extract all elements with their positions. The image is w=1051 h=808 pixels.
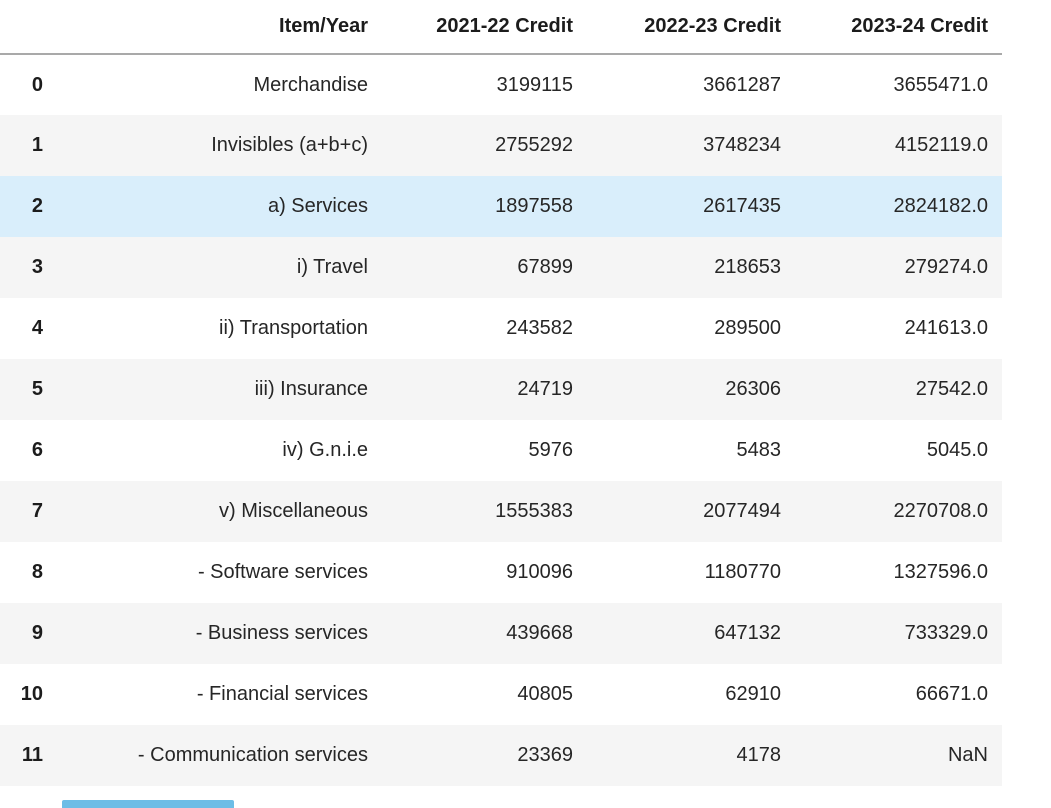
value-cell: 2077494 — [703, 500, 781, 522]
value-cell: 243582 — [506, 317, 573, 339]
table-row: 8 - Software services 910096 1180770 1327596… — [0, 542, 1002, 603]
value-cell: 5976 — [528, 439, 574, 461]
table-row: 10 - Financial services 40805 62910 66671.0 — [0, 664, 1002, 725]
table-row: 11 - Communication services 23369 4178 NaN — [0, 725, 1002, 786]
item-cell: - Software services — [197, 561, 368, 583]
value-cell: 2755292 — [495, 134, 573, 156]
value-cell: 5483 — [736, 439, 782, 461]
value-cell: 3199115 — [496, 73, 573, 96]
value-cell: 67899 — [517, 256, 573, 278]
table-row: 6 iv) G.n.i.e 5976 5483 5045.0 — [0, 420, 1002, 481]
value-cell: 910096 — [506, 561, 573, 583]
table-row: 7 v) Miscellaneous 1555383 2077494 2270708.0 — [0, 481, 1002, 542]
value-cell: 647132 — [714, 622, 781, 644]
table-row: 4 ii) Transportation 243582 289500 241613.0 — [0, 298, 1002, 359]
value-cell: 3748234 — [703, 134, 781, 156]
value-cell: 2270708.0 — [893, 500, 988, 522]
value-cell: 2617435 — [703, 195, 781, 217]
value-cell: 40805 — [517, 683, 573, 705]
row-index-cell: 10 — [20, 683, 43, 705]
value-cell: 1555383 — [495, 500, 573, 522]
item-cell: - Business services — [195, 622, 368, 644]
item-cell: v) Miscellaneous — [219, 500, 368, 522]
table-row: 9 - Business services 439668 647132 733329.0 — [0, 603, 1002, 664]
value-cell: 1180770 — [704, 561, 781, 583]
table-body: 0 Merchandise 3199115 3661287 3655471.0 1 Invi… — [0, 54, 1002, 786]
column-header-2022-23-credit: 2022-23 Credit — [587, 0, 795, 55]
cutoff-blue-bar — [62, 800, 234, 808]
column-header-2021-22-credit: 2021-22 Credit — [382, 0, 587, 55]
value-cell: 1897558 — [495, 195, 573, 217]
value-cell: 23369 — [517, 744, 573, 766]
row-index-cell: 5 — [31, 378, 43, 400]
column-header-2023-24-credit: 2023-24 Credit — [795, 0, 1002, 55]
item-cell: i) Travel — [296, 256, 368, 278]
row-index-cell: 1 — [31, 134, 43, 156]
index-column-header — [0, 0, 60, 55]
table-row: 3 i) Travel 67899 218653 279274.0 — [0, 237, 1002, 298]
item-cell: - Financial services — [196, 683, 368, 705]
value-cell: 241613.0 — [904, 317, 988, 339]
value-cell: 218653 — [714, 256, 781, 278]
value-cell: 26306 — [725, 378, 781, 400]
value-cell: 1327596.0 — [893, 561, 988, 583]
row-index-cell: 2 — [31, 195, 43, 217]
table-row: 2 a) Services 1897558 2617435 2824182.0 — [0, 176, 1002, 237]
value-cell: 24719 — [517, 378, 573, 400]
item-cell: ii) Transportation — [219, 317, 368, 339]
item-cell: - Communication services — [137, 744, 368, 766]
row-index-cell: 11 — [21, 744, 43, 766]
item-cell: iv) G.n.i.e — [282, 439, 368, 461]
column-header-item-year: Item/Year — [60, 0, 382, 55]
row-index-cell: 7 — [31, 500, 43, 522]
row-index-cell: 4 — [31, 317, 43, 339]
value-cell: 5045.0 — [926, 439, 988, 461]
value-cell: 2824182.0 — [893, 195, 988, 217]
table-row: 1 Invisibles (a+b+c) 2755292 3748234 4152119… — [0, 115, 1002, 176]
row-index-cell: 8 — [31, 561, 43, 583]
dataframe-output: Item/Year 2021-22 Credit 2022-23 Credit … — [0, 0, 1002, 786]
table-row: 5 iii) Insurance 24719 26306 27542.0 — [0, 359, 1002, 420]
row-index-cell: 9 — [31, 622, 43, 644]
value-cell: 289500 — [714, 317, 781, 339]
row-index-cell: 3 — [31, 256, 43, 278]
item-cell: a) Services — [267, 195, 368, 217]
value-cell: 3661287 — [703, 73, 781, 96]
header-row: Item/Year 2021-22 Credit 2022-23 Credit … — [0, 0, 1002, 55]
value-cell: NaN — [947, 744, 988, 766]
item-cell: Invisibles (a+b+c) — [211, 134, 368, 156]
table-row: 0 Merchandise 3199115 3661287 3655471.0 — [0, 54, 1002, 115]
value-cell: 439668 — [506, 622, 573, 644]
value-cell: 4152119.0 — [894, 134, 988, 156]
value-cell: 279274.0 — [904, 256, 988, 278]
dataframe-table: Item/Year 2021-22 Credit 2022-23 Credit … — [0, 0, 1002, 786]
item-cell: Merchandise — [253, 73, 368, 96]
value-cell: 62910 — [725, 683, 781, 705]
row-index-cell: 0 — [31, 73, 43, 96]
value-cell: 3655471.0 — [893, 73, 988, 96]
value-cell: 733329.0 — [904, 622, 988, 644]
value-cell: 4178 — [736, 744, 782, 766]
row-index-cell: 6 — [31, 439, 43, 461]
value-cell: 66671.0 — [915, 683, 988, 705]
value-cell: 27542.0 — [915, 378, 988, 400]
item-cell: iii) Insurance — [254, 378, 368, 400]
